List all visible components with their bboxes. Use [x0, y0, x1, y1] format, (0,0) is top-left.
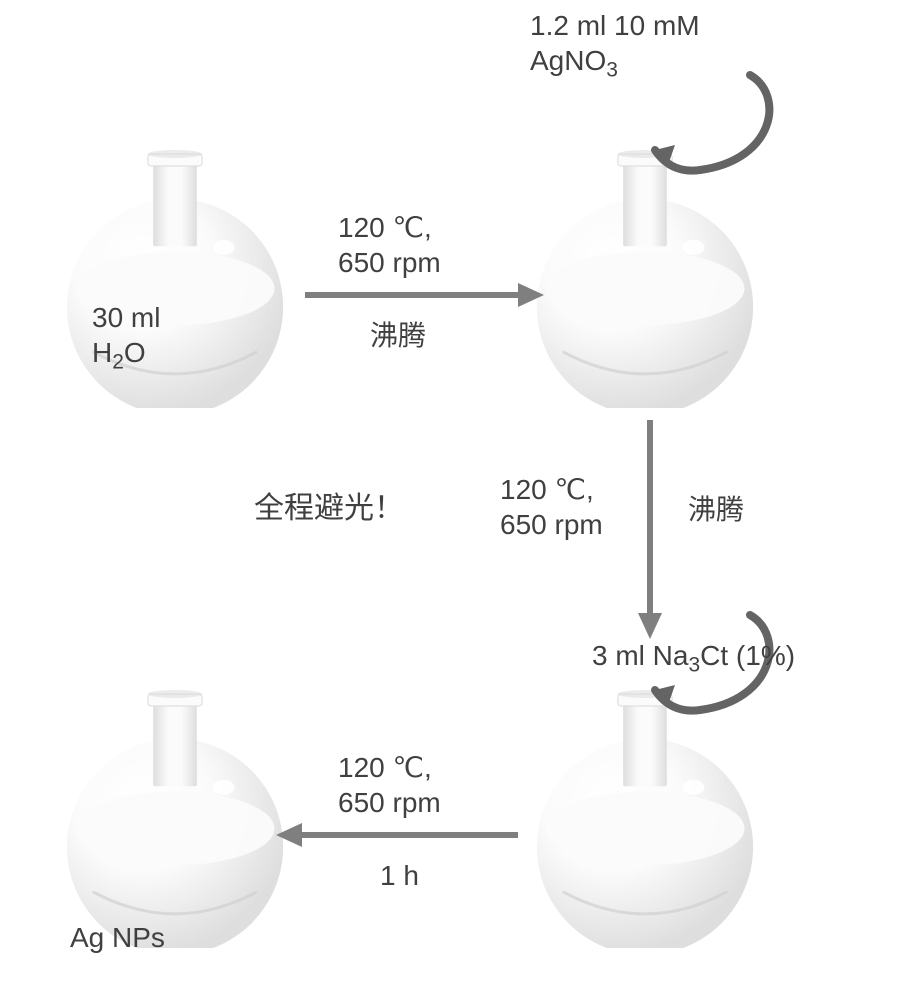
arrow2-conditions: 120 ℃,650 rpm [500, 472, 603, 542]
arrow2-boiling: 沸腾 [688, 492, 744, 527]
flask [60, 660, 290, 948]
arrow3-duration: 1 h [380, 858, 419, 893]
addition-label-agno3: 1.2 ml 10 mMAgNO3 [530, 8, 700, 88]
flask [530, 660, 760, 948]
flask-label-h2o: 30 mlH2O [92, 300, 160, 380]
arrow1-conditions: 120 ℃,650 rpm [338, 210, 441, 280]
diagram-canvas: 30 mlH2O 1.2 ml 10 mMAgNO3 3 ml Na3Ct (1%)… [0, 0, 922, 1000]
arrow3-conditions: 120 ℃,650 rpm [338, 750, 441, 820]
arrow-line [300, 832, 518, 838]
flask [530, 120, 760, 408]
arrow-line [647, 420, 653, 615]
arrow1-boiling: 沸腾 [370, 318, 426, 353]
addition-label-na3ct: 3 ml Na3Ct (1%) [592, 638, 795, 683]
arrow-line [305, 292, 520, 298]
arrow-head-icon [638, 613, 662, 639]
arrow-head-icon [276, 823, 302, 847]
flask-label-agnps: Ag NPs [70, 920, 165, 955]
warning-avoid-light: 全程避光！ [254, 490, 404, 528]
arrow-head-icon [518, 283, 544, 307]
